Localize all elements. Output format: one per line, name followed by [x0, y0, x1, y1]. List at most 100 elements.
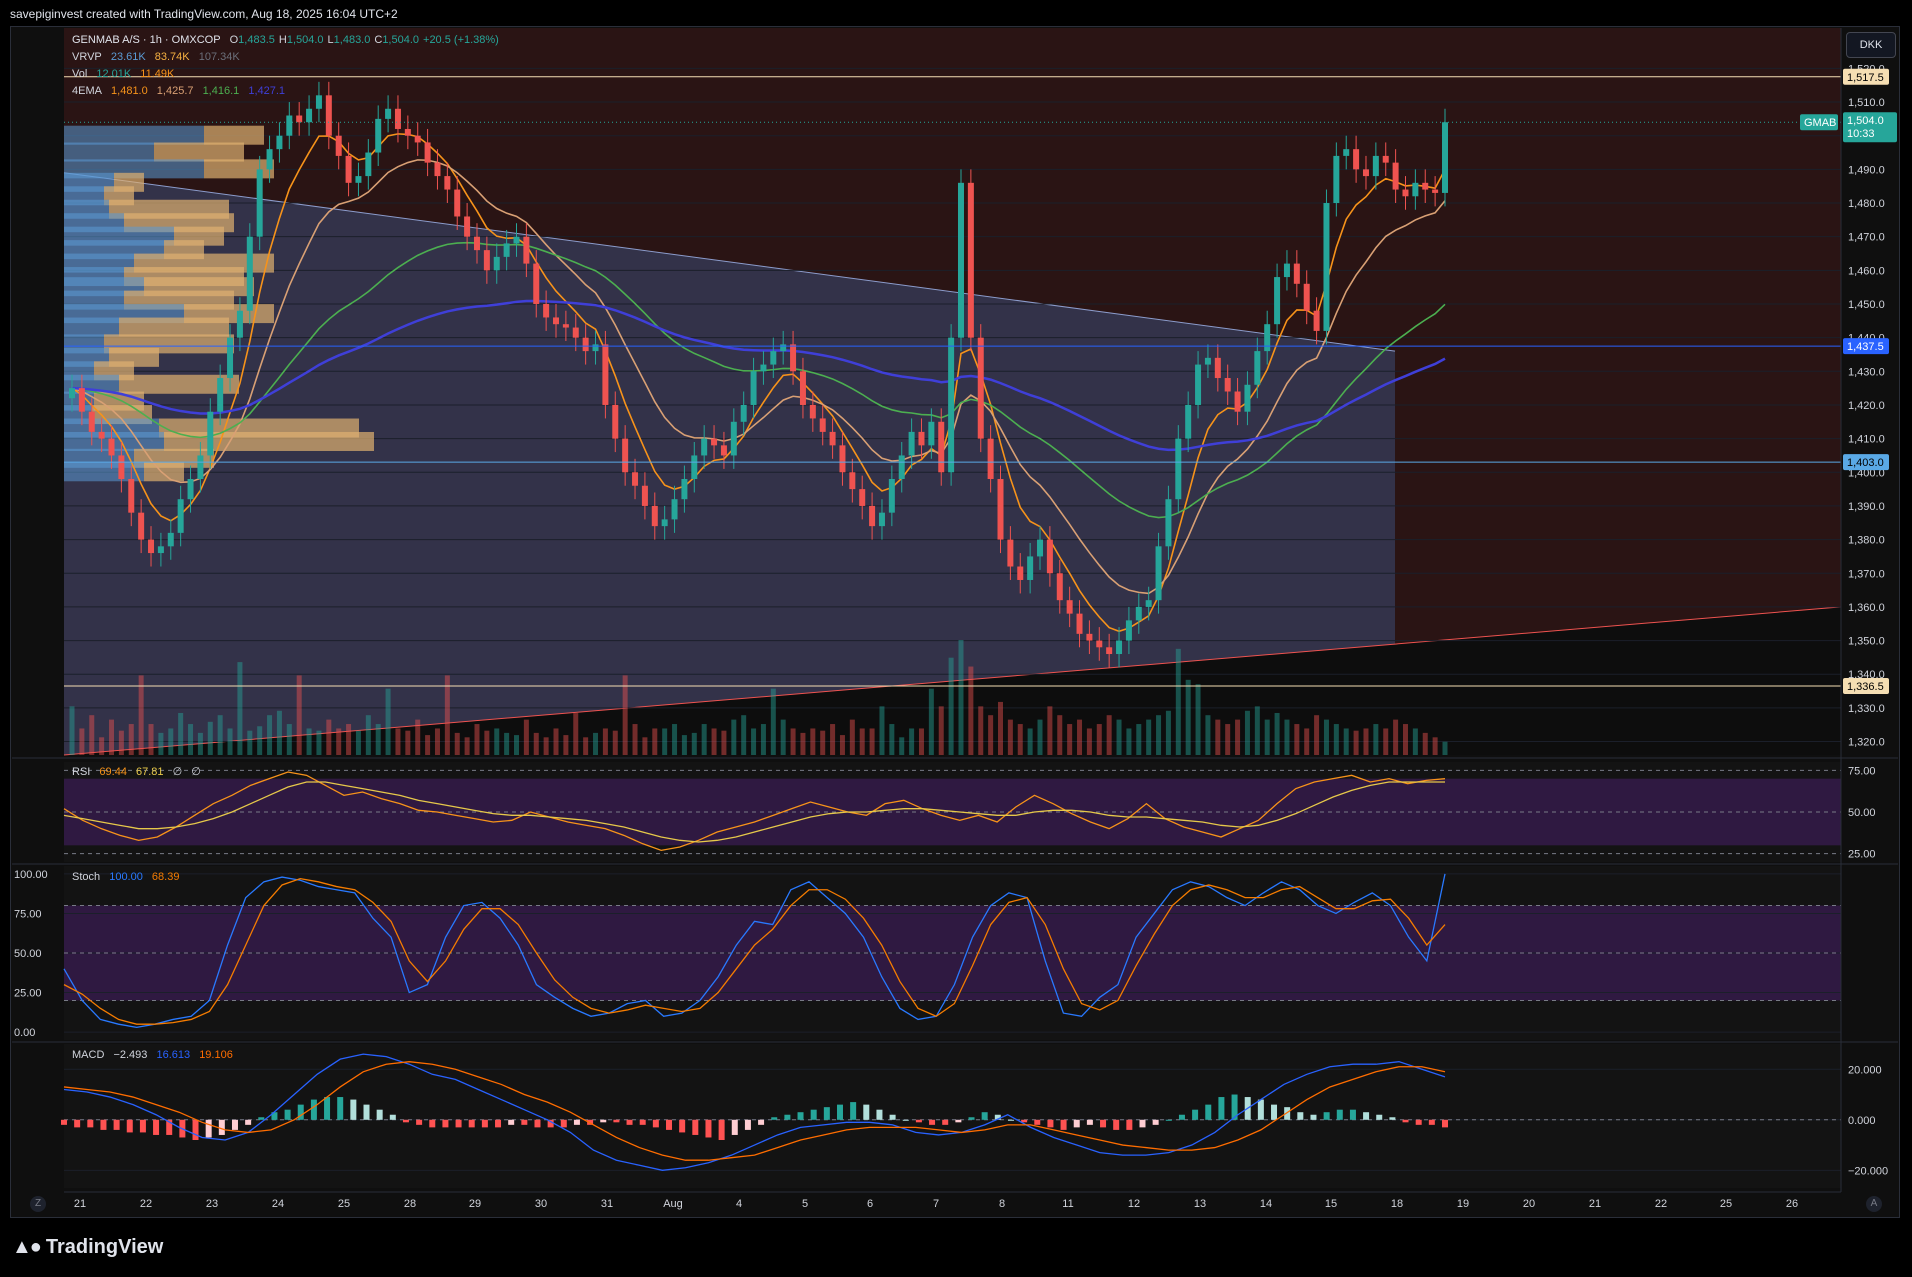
- candle-body: [829, 431, 836, 446]
- time-axis-tick: 22: [1655, 1198, 1667, 1210]
- volume-bar: [800, 732, 806, 755]
- candle-body: [98, 431, 105, 439]
- rsi-axis-tick: 75.00: [1848, 765, 1876, 777]
- candle-body: [1382, 155, 1389, 163]
- macd-histogram-bar: [784, 1114, 791, 1120]
- macd-histogram-bar: [560, 1119, 567, 1128]
- macd-histogram-bar: [1047, 1119, 1054, 1128]
- candle-body: [414, 135, 421, 143]
- macd-histogram-bar: [1152, 1119, 1159, 1125]
- volume-bar: [721, 730, 727, 755]
- macd-axis-tick: 20.000: [1848, 1064, 1882, 1076]
- volume-bar: [444, 675, 450, 755]
- volume-bar: [415, 719, 421, 755]
- candle-body: [661, 519, 668, 527]
- volume-bar: [454, 732, 460, 755]
- volume-bar: [1185, 679, 1191, 755]
- macd-histogram-bar: [1442, 1119, 1448, 1128]
- candle-body: [1076, 613, 1083, 634]
- candle-body: [1224, 378, 1231, 392]
- volume-bar: [464, 737, 470, 755]
- auto-scale-z-button[interactable]: Z: [30, 1196, 46, 1212]
- volume-bar: [316, 730, 322, 755]
- candle-body: [533, 263, 540, 304]
- currency-button[interactable]: DKK: [1846, 32, 1896, 58]
- candle-body: [987, 438, 994, 480]
- candle-body: [276, 135, 283, 150]
- volume-bar: [1106, 715, 1112, 755]
- volume-bar: [237, 662, 243, 755]
- volume-bar: [128, 724, 134, 755]
- vrvp-up-bar: [64, 317, 119, 337]
- macd-histogram-bar: [495, 1119, 502, 1128]
- rsi-label: RSI: [72, 766, 91, 778]
- ohlc-value: 1,483.5: [238, 34, 275, 46]
- candle-body: [1412, 182, 1419, 197]
- volume-bar: [810, 728, 816, 755]
- macd-histogram-bar: [573, 1119, 580, 1125]
- volume-bar: [1244, 710, 1250, 755]
- volume-bar: [247, 730, 253, 755]
- price-axis-tick: 1,360.0: [1848, 602, 1885, 614]
- candle-body: [444, 176, 451, 190]
- macd-histogram-bar: [613, 1119, 620, 1123]
- candle-body: [483, 250, 490, 271]
- candle-body: [938, 421, 945, 473]
- vrvp-down-bar: [119, 374, 239, 394]
- level-price-tag: [1843, 68, 1889, 85]
- time-axis-tick: 14: [1260, 1198, 1272, 1210]
- candle-body: [553, 317, 560, 325]
- volume-bar: [1007, 719, 1013, 755]
- volume-bar: [662, 728, 668, 755]
- candle-body: [118, 455, 125, 480]
- candle-body: [612, 404, 619, 439]
- candle-body: [750, 371, 757, 405]
- candle-body: [543, 303, 550, 318]
- volume-bar: [889, 724, 895, 755]
- macd-histogram-bar: [902, 1119, 909, 1121]
- candle-body: [365, 152, 372, 177]
- price-axis-tick: 1,380.0: [1848, 535, 1885, 547]
- volume-bar: [642, 737, 648, 755]
- macd-histogram-bar: [994, 1114, 1001, 1120]
- auto-scale-a-button[interactable]: A: [1866, 1196, 1882, 1212]
- time-axis-tick: 30: [535, 1198, 547, 1210]
- volume-bar: [504, 732, 510, 755]
- time-axis-tick: 6: [867, 1198, 873, 1210]
- candle-body: [572, 327, 579, 338]
- volume-bar: [217, 715, 223, 755]
- price-axis-tick: 1,420.0: [1848, 400, 1885, 412]
- stoch-axis-tick: 25.00: [14, 988, 42, 1000]
- volume-bar: [632, 724, 638, 755]
- volume-bar: [672, 724, 678, 755]
- candle-body: [641, 485, 648, 506]
- candle-body: [632, 472, 639, 486]
- ema-label: 4EMA: [72, 85, 102, 97]
- macd-histogram-bar: [1126, 1119, 1133, 1130]
- candle-body: [88, 411, 95, 432]
- volume-bar: [296, 675, 302, 755]
- volume-bar: [306, 728, 312, 755]
- price-axis-tick: 1,430.0: [1848, 366, 1885, 378]
- macd-histogram-bar: [942, 1119, 949, 1125]
- candle-body: [582, 337, 589, 352]
- volume-bar: [780, 719, 786, 755]
- level-price-tag: [1843, 678, 1889, 695]
- candle-body: [315, 95, 322, 109]
- macd-histogram-bar: [139, 1119, 146, 1133]
- time-axis-tick: 8: [999, 1198, 1005, 1210]
- price-axis-tick: 1,390.0: [1848, 501, 1885, 513]
- candle-body: [434, 162, 441, 177]
- price-axis-tick: 1,410.0: [1848, 434, 1885, 446]
- macd-histogram-bar: [284, 1109, 291, 1120]
- macd-histogram-bar: [797, 1112, 804, 1120]
- macd-histogram-bar: [1376, 1114, 1383, 1120]
- volume-bar: [593, 732, 599, 755]
- ohlc-item: +20.5 (+1.38%): [423, 34, 499, 46]
- volume-bar: [1205, 715, 1211, 755]
- volume-bar: [513, 735, 519, 755]
- rsi-axis-tick: 25.00: [1848, 849, 1876, 861]
- macd-histogram-bar: [744, 1119, 751, 1130]
- volume-bar: [474, 724, 480, 755]
